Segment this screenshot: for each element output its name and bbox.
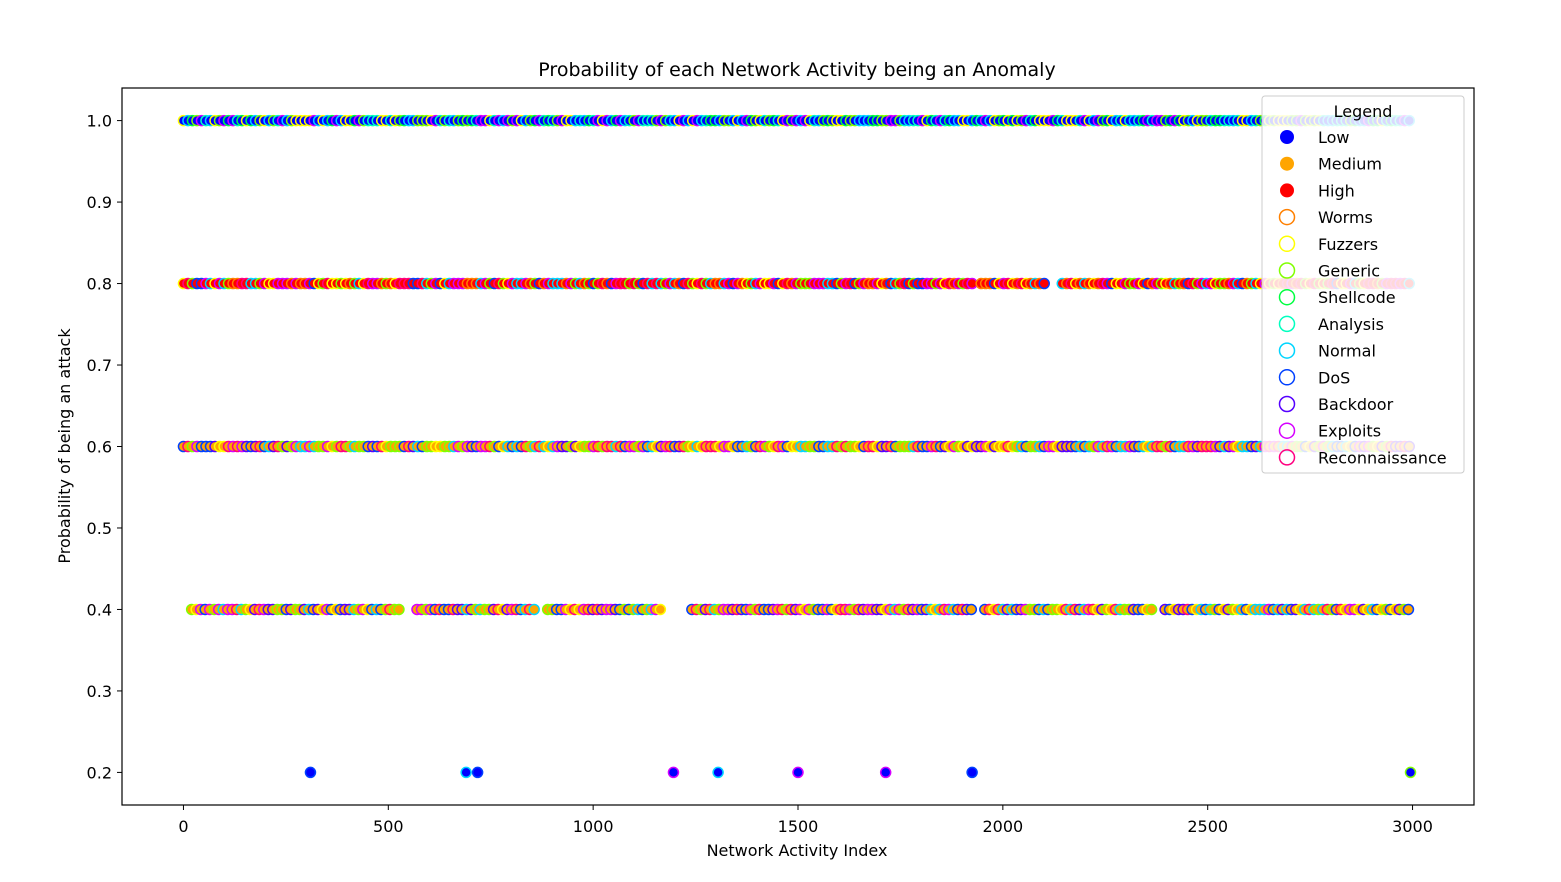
data-point (393, 603, 405, 616)
series-p0_6 (177, 440, 1416, 453)
legend-marker (1280, 183, 1294, 198)
series-p0_4 (185, 603, 1415, 616)
x-tick-label: 0 (178, 817, 188, 836)
x-axis: 0 500 1000 1500 2000 2500 3000 (178, 805, 1433, 836)
y-tick-label: 0.9 (87, 193, 112, 212)
x-tick-label: 1500 (778, 817, 819, 836)
y-tick-label: 1.0 (87, 112, 112, 131)
data-point (304, 766, 317, 779)
x-tick-label: 1000 (573, 817, 614, 836)
y-tick-label: 0.8 (87, 275, 112, 294)
legend-marker (1278, 288, 1296, 306)
legend-item-analysis: Analysis (1278, 315, 1384, 334)
legend-marker (1278, 449, 1296, 466)
legend-label: Generic (1318, 262, 1380, 281)
legend-label: Low (1318, 128, 1350, 147)
legend-box (1261, 95, 1465, 474)
legend-item-high: High (1280, 181, 1355, 200)
legend-item-worms: Worms (1278, 208, 1373, 227)
legend-label: High (1318, 181, 1355, 200)
data-point (792, 766, 804, 779)
y-tick-label: 0.5 (87, 519, 112, 538)
legend-label: Normal (1318, 342, 1376, 361)
y-tick-label: 0.6 (87, 438, 112, 457)
legend-marker (1278, 395, 1296, 413)
legend-item-low: Low (1280, 128, 1350, 147)
legend-label: Fuzzers (1318, 235, 1378, 254)
legend-marker (1278, 235, 1296, 253)
data-point (1404, 766, 1417, 779)
legend-items: Low Medium High Worms Fuzzers Generic Shellcod… (1278, 128, 1447, 467)
legend-marker (1278, 315, 1296, 333)
legend-item-generic: Generic (1278, 262, 1380, 281)
legend-item-dos: DoS (1278, 368, 1350, 387)
y-axis: 0.2 0.3 0.4 0.5 0.6 0.7 0.8 0.9 1.0 (87, 112, 122, 782)
legend-item-exploits: Exploits (1278, 422, 1381, 441)
x-axis-label: Network Activity Index (707, 841, 888, 860)
legend-label: Worms (1318, 208, 1373, 227)
points-layer (177, 114, 1417, 779)
legend-marker (1278, 422, 1296, 439)
data-point (879, 766, 892, 779)
x-tick-label: 3000 (1392, 817, 1433, 836)
legend-item-fuzzers: Fuzzers (1278, 235, 1378, 254)
data-point (1038, 277, 1050, 290)
series-p1 (177, 114, 1416, 127)
x-tick-label: 2500 (1187, 817, 1228, 836)
data-point (460, 766, 472, 779)
legend-item-shellcode: Shellcode (1278, 288, 1396, 307)
y-tick-label: 0.3 (87, 682, 112, 701)
legend-label: Analysis (1318, 315, 1384, 334)
legend-item-medium: Medium (1280, 155, 1382, 174)
legend-marker (1278, 369, 1296, 386)
legend-marker (1278, 208, 1296, 226)
x-tick-label: 2000 (982, 817, 1023, 836)
legend-marker (1278, 262, 1296, 279)
series-p0_2 (304, 766, 1417, 779)
data-point (471, 766, 484, 779)
y-tick-label: 0.7 (87, 356, 112, 375)
legend-label: Exploits (1318, 422, 1381, 441)
legend-item-reconnaissance: Reconnaissance (1278, 448, 1447, 467)
data-point (528, 603, 540, 616)
legend-item-normal: Normal (1278, 342, 1376, 361)
x-tick-label: 500 (373, 817, 404, 836)
legend-marker (1280, 156, 1294, 171)
legend-item-backdoor: Backdoor (1278, 395, 1394, 414)
legend-label: DoS (1318, 368, 1350, 387)
data-point (965, 603, 978, 616)
legend-title: Legend (1334, 102, 1393, 121)
y-tick-label: 0.2 (87, 763, 112, 782)
legend-label: Shellcode (1318, 288, 1396, 307)
data-point (654, 603, 667, 616)
data-point (712, 766, 724, 779)
y-tick-label: 0.4 (87, 600, 112, 619)
legend-label: Medium (1318, 155, 1382, 174)
legend-label: Reconnaissance (1318, 448, 1447, 467)
legend-marker (1280, 130, 1294, 144)
data-point (1145, 603, 1158, 616)
data-point (1402, 603, 1415, 616)
data-point (966, 766, 978, 779)
legend: Legend Low Medium High Worms Fuzzers Generic S… (1261, 95, 1465, 474)
chart-title: Probability of each Network Activity bei… (538, 59, 1055, 81)
y-axis-label: Probability of being an attack (55, 328, 74, 564)
legend-marker (1278, 342, 1296, 359)
legend-label: Backdoor (1318, 395, 1394, 414)
data-point (667, 766, 680, 779)
series-p0_8 (177, 277, 1416, 290)
